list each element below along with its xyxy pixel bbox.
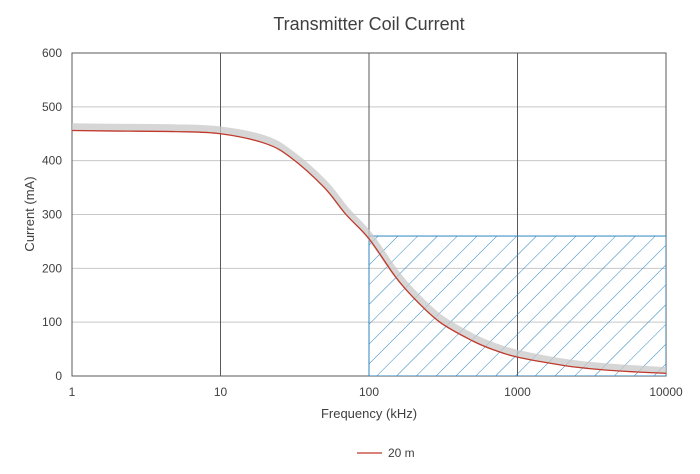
y-tick-label: 500 bbox=[42, 100, 62, 114]
series-layer bbox=[72, 123, 666, 375]
x-tick-label: 100 bbox=[359, 385, 379, 399]
x-tick-label: 1000 bbox=[504, 385, 531, 399]
x-tick-labels: 1 10 100 1000 10000 bbox=[69, 385, 683, 399]
y-axis-label: Current (mA) bbox=[22, 176, 37, 251]
y-tick-label: 0 bbox=[55, 369, 62, 383]
y-tick-label: 100 bbox=[42, 315, 62, 329]
y-tick-label: 200 bbox=[42, 261, 62, 275]
legend-label-20m: 20 m bbox=[388, 446, 415, 460]
legend: 20 m bbox=[357, 446, 415, 460]
y-tick-label: 400 bbox=[42, 154, 62, 168]
x-tick-label: 1 bbox=[69, 385, 76, 399]
x-tick-label: 10000 bbox=[649, 385, 683, 399]
chart-title: Transmitter Coil Current bbox=[273, 14, 464, 34]
series-line-20m bbox=[72, 129, 666, 374]
y-tick-label: 300 bbox=[42, 208, 62, 222]
y-tick-label: 600 bbox=[42, 46, 62, 60]
x-axis-label: Frequency (kHz) bbox=[321, 406, 417, 421]
x-tick-label: 10 bbox=[214, 385, 228, 399]
y-tick-labels: 0 100 200 300 400 500 600 bbox=[42, 46, 62, 383]
series-line-reference-band bbox=[72, 123, 666, 375]
